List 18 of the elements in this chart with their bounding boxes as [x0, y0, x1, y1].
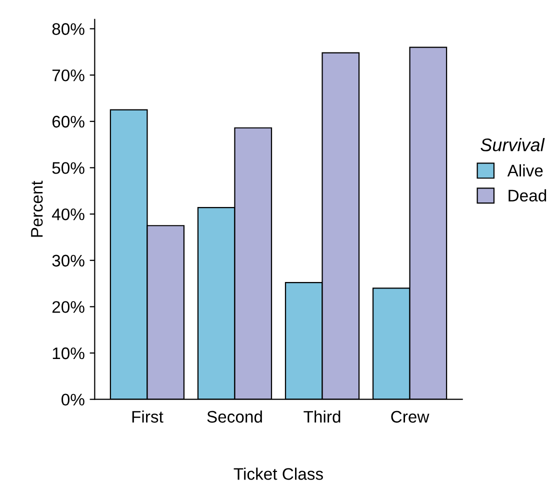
y-tick-label: 10% — [52, 347, 84, 360]
y-tick-label: 20% — [52, 301, 84, 313]
legend-label: Alive — [507, 164, 543, 177]
x-tick-label: First — [132, 410, 164, 423]
y-tick-label: 40% — [52, 208, 84, 220]
x-tick-label: Second — [207, 410, 262, 423]
y-tick-label: 70% — [52, 69, 84, 82]
y-tick-label: 0% — [62, 394, 84, 406]
y-tick-label: 80% — [52, 23, 84, 35]
x-tick-label: Third — [304, 410, 340, 423]
legend-label: Dead — [508, 189, 546, 202]
y-tick-label: 30% — [52, 254, 84, 267]
y-tick-label: 50% — [52, 162, 84, 174]
x-tick-label: Crew — [391, 410, 430, 423]
y-tick-label: 60% — [52, 116, 84, 128]
legend-title: Survival — [480, 138, 545, 152]
y-axis-title: Percent — [31, 180, 43, 237]
x-axis-title: Ticket Class — [234, 468, 323, 480]
